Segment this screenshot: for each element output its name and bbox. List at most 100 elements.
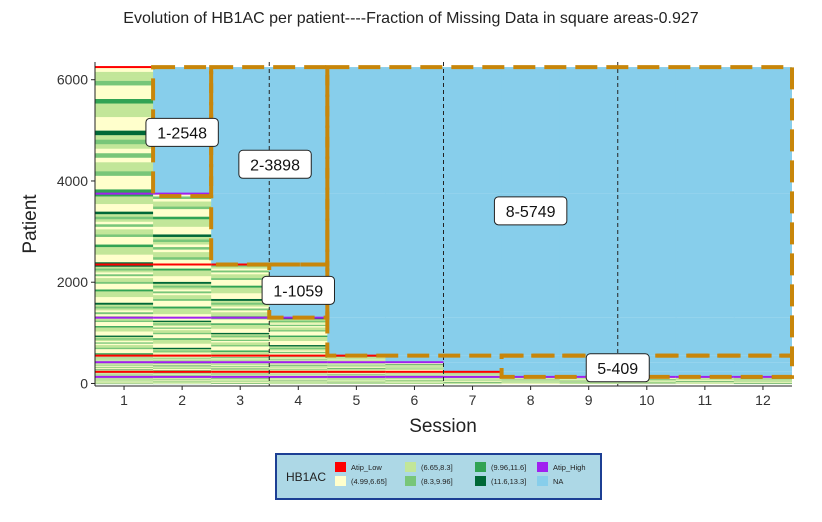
- missing-cell: [385, 355, 444, 363]
- chart-title: Evolution of HB1AC per patient----Fracti…: [123, 10, 699, 27]
- atypical-value-stripe: [443, 375, 502, 378]
- heatmap-stripe: [269, 327, 328, 329]
- heatmap-stripe: [211, 285, 270, 288]
- heatmap-stripe: [269, 348, 328, 351]
- heatmap-stripe: [95, 275, 154, 279]
- heatmap-stripe: [95, 139, 154, 145]
- heatmap-stripe: [211, 300, 270, 303]
- heatmap-stripe: [269, 320, 328, 323]
- missing-cell: [559, 67, 619, 194]
- heatmap-stripe: [211, 270, 270, 273]
- heatmap-stripe: [211, 339, 270, 342]
- heatmap-stripe: [95, 254, 154, 258]
- heatmap-stripe: [95, 279, 154, 282]
- heatmap-stripe: [95, 343, 154, 346]
- missing-cell: [617, 67, 677, 194]
- heatmap-stripe: [95, 234, 154, 237]
- heatmap-stripe: [153, 268, 212, 271]
- legend-label: NA: [553, 476, 564, 486]
- heatmap-stripe: [153, 239, 212, 243]
- heatmap-stripe: [153, 249, 212, 253]
- heatmap-stripe: [211, 279, 270, 282]
- x-axis-label: Session: [409, 416, 477, 437]
- heatmap-stripe: [153, 213, 212, 217]
- missing-cell: [385, 317, 444, 356]
- heatmap-stripe: [211, 346, 270, 348]
- x-tick-label: 2: [178, 392, 186, 408]
- heatmap-stripe: [211, 332, 270, 335]
- heatmap-stripe: [95, 85, 154, 90]
- heatmap-stripe: [153, 229, 212, 232]
- heatmap-stripe: [153, 323, 212, 325]
- heatmap-stripe: [269, 329, 328, 332]
- region-label: 1-2548: [145, 117, 219, 147]
- legend-label: (11.6,13.3]: [491, 476, 527, 486]
- y-tick-label: 0: [80, 375, 88, 391]
- heatmap-stripe: [269, 319, 328, 321]
- heatmap-stripe: [95, 71, 154, 77]
- atypical-value-stripe: [269, 370, 328, 373]
- atypical-value-stripe: [269, 361, 328, 364]
- heatmap-stripe: [211, 344, 270, 347]
- atypical-value-stripe: [153, 370, 212, 373]
- heatmap-stripe: [153, 335, 212, 337]
- heatmap-stripe: [153, 342, 212, 344]
- legend-swatch: [335, 462, 346, 472]
- heatmap-stripe: [269, 351, 328, 354]
- missing-cell: [617, 193, 677, 265]
- heatmap-stripe: [153, 313, 212, 317]
- region-label-box: [493, 196, 568, 226]
- heatmap-stripe: [95, 130, 154, 136]
- x-tick-label: 8: [527, 392, 535, 408]
- heatmap-stripe: [153, 275, 212, 279]
- heatmap-stripe: [95, 231, 154, 235]
- heatmap-stripe: [95, 336, 154, 339]
- heatmap-stripe: [211, 351, 270, 354]
- heatmap-stripe: [211, 294, 270, 298]
- missing-cell: [559, 193, 619, 265]
- region-labels: 1-2548 2-3898 1-1059 8-5749 5-409: [145, 117, 650, 383]
- heatmap-stripe: [153, 336, 212, 339]
- heatmap-stripe: [95, 229, 154, 232]
- heatmap-stripe: [95, 266, 154, 269]
- heatmap-stripe: [95, 304, 154, 307]
- missing-cell: [385, 193, 444, 265]
- heatmap-stripe: [153, 321, 212, 324]
- heatmap-stripe: [95, 203, 154, 207]
- heatmap-stripe: [153, 325, 212, 328]
- missing-cell: [617, 264, 677, 318]
- heatmap-stripe: [211, 308, 270, 311]
- heatmap-stripe: [153, 218, 212, 222]
- atypical-value-stripe: [153, 375, 212, 378]
- heatmap-stripe: [153, 331, 212, 333]
- heatmap-stripe: [95, 340, 154, 343]
- heatmap-stripe: [95, 308, 154, 311]
- heatmap-stripe: [95, 157, 154, 163]
- heatmap-stripe: [95, 283, 154, 286]
- x-tick-label: 10: [639, 392, 655, 408]
- atypical-value-stripe: [385, 370, 444, 373]
- heatmap-stripe: [95, 292, 154, 296]
- atypical-value-stripe: [153, 192, 212, 195]
- heatmap-stripe: [153, 196, 212, 199]
- legend-label: (8.3,9.96]: [421, 476, 453, 486]
- heatmap-stripe: [95, 310, 154, 313]
- heatmap-stripe: [95, 171, 154, 176]
- heatmap-stripe: [153, 285, 212, 288]
- heatmap-stripe: [211, 340, 270, 343]
- atypical-value-stripe: [95, 375, 154, 378]
- atypical-value-stripe: [327, 375, 386, 378]
- heatmap-stripe: [95, 328, 154, 331]
- legend: HB1AC Atip_Low (4.99,6.65] (6.65,8.3] (8.3,…: [275, 453, 602, 500]
- heatmap-stripe: [95, 166, 154, 172]
- heatmap-stripe: [211, 281, 270, 284]
- heatmap-stripe: [95, 347, 154, 350]
- missing-cell: [617, 317, 677, 356]
- heatmap-stripe: [95, 201, 154, 205]
- heatmap-stripe: [95, 218, 154, 222]
- atypical-value-stripe: [153, 361, 212, 364]
- missing-cell: [443, 362, 503, 372]
- y-axis-label: Patient: [20, 194, 41, 254]
- heatmap-stripe: [211, 348, 270, 351]
- x-tick-label: 1: [120, 392, 128, 408]
